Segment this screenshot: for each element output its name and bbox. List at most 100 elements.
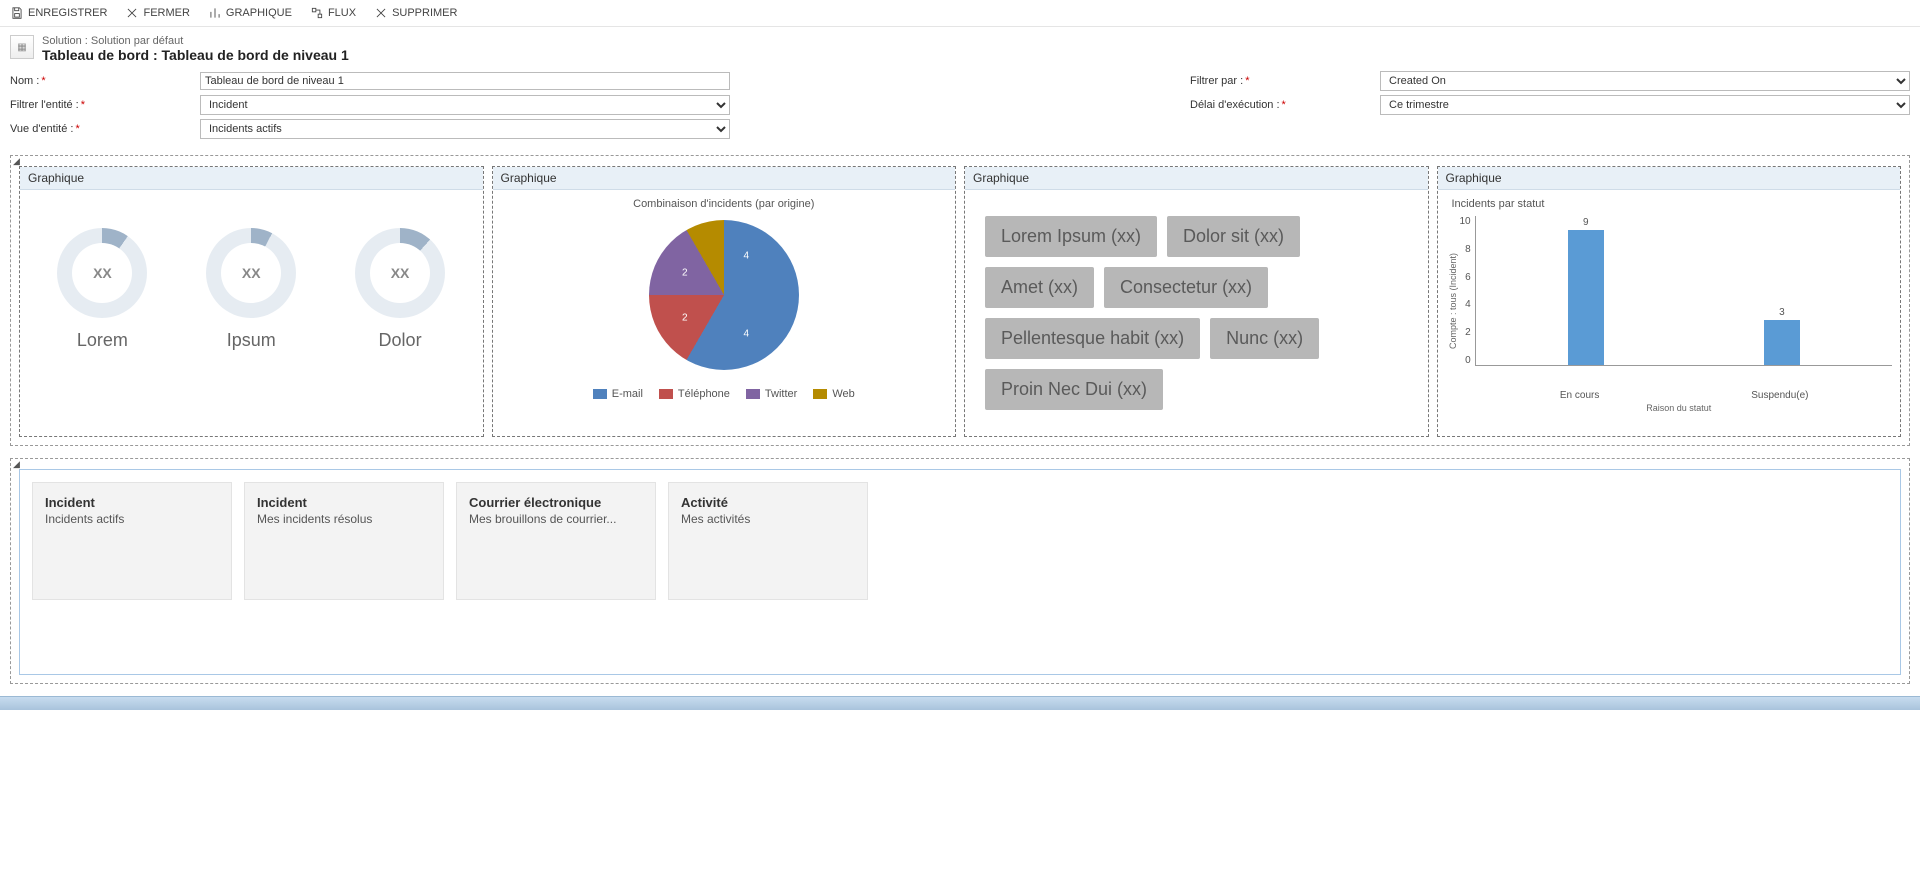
save-button[interactable]: ENREGISTRER <box>10 6 107 20</box>
legend-item: Web <box>813 388 854 400</box>
section-collapse-handle[interactable]: ◢ <box>13 459 23 469</box>
bar-rect <box>1568 230 1604 365</box>
flow-icon <box>310 6 324 20</box>
y-tick: 0 <box>1460 355 1471 366</box>
legend-swatch <box>813 389 827 399</box>
filter-entity-label: Filtrer l'entité :* <box>10 99 190 111</box>
legend-swatch <box>746 389 760 399</box>
stream-card[interactable]: Activité Mes activités <box>668 482 868 600</box>
pie-slice-label: 4 <box>743 328 749 339</box>
panel-title: Graphique <box>965 167 1428 190</box>
legend-swatch <box>593 389 607 399</box>
card-subtitle: Mes activités <box>681 512 855 526</box>
flow-label: FLUX <box>328 7 356 19</box>
entity-view-select[interactable]: Incidents actifs <box>200 119 730 139</box>
bar-title: Incidents par statut <box>1446 198 1893 210</box>
name-input[interactable] <box>200 72 730 90</box>
pie-legend: E-mailTéléphoneTwitterWeb <box>593 388 855 400</box>
filter-entity-select[interactable]: Incident <box>200 95 730 115</box>
card-title: Courrier électronique <box>469 495 643 510</box>
y-tick: 8 <box>1460 244 1471 255</box>
panel-title: Graphique <box>493 167 956 190</box>
panel-bar[interactable]: Graphique Incidents par statut Compte : … <box>1437 166 1902 437</box>
bar-x-title: Raison du statut <box>1446 403 1893 413</box>
tag-item[interactable]: Proin Nec Dui (xx) <box>985 369 1163 410</box>
form-grid: Nom :* Filtrer par :* Created On Filtrer… <box>0 67 1920 151</box>
chart-button[interactable]: GRAPHIQUE <box>208 6 292 20</box>
chart-icon <box>208 6 222 20</box>
legend-item: Twitter <box>746 388 797 400</box>
card-subtitle: Mes incidents résolus <box>257 512 431 526</box>
pie-title: Combinaison d'incidents (par origine) <box>501 198 948 210</box>
donut-ring: XX <box>57 228 147 318</box>
entity-view-label: Vue d'entité :* <box>10 123 190 135</box>
card-title: Activité <box>681 495 855 510</box>
delete-button[interactable]: SUPPRIMER <box>374 6 457 20</box>
page-header: ▦ Solution : Solution par défaut Tableau… <box>0 27 1920 67</box>
tag-item[interactable]: Nunc (xx) <box>1210 318 1319 359</box>
legend-swatch <box>659 389 673 399</box>
filter-by-select[interactable]: Created On <box>1380 71 1910 91</box>
time-frame-label: Délai d'exécution :* <box>1190 99 1370 111</box>
pie-slice-label: 2 <box>682 267 688 278</box>
card-subtitle: Incidents actifs <box>45 512 219 526</box>
legend-label: Web <box>832 388 854 400</box>
donut-label: Ipsum <box>227 330 276 351</box>
chart-label: GRAPHIQUE <box>226 7 292 19</box>
legend-label: E-mail <box>612 388 643 400</box>
panel-title: Graphique <box>1438 167 1901 190</box>
bar-column: 9 <box>1561 217 1611 365</box>
y-tick: 4 <box>1460 299 1471 310</box>
donut-item: XX Dolor <box>355 228 445 351</box>
save-icon <box>10 6 24 20</box>
flow-button[interactable]: FLUX <box>310 6 356 20</box>
tag-item[interactable]: Consectetur (xx) <box>1104 267 1268 308</box>
donut-row: XXLoremXXIpsumXXDolor <box>28 228 475 351</box>
donut-item: XXLorem <box>57 228 147 351</box>
close-icon <box>125 6 139 20</box>
section-streams: ◢ Incident Incidents actifs IncidentMes in… <box>10 458 1910 684</box>
section-collapse-handle[interactable]: ◢ <box>13 156 23 166</box>
bar-y-ticks: 10 8 6 4 2 0 <box>1460 216 1475 366</box>
panel-donuts[interactable]: Graphique XXLoremXXIpsumXXDolor <box>19 166 484 437</box>
tag-item[interactable]: Dolor sit (xx) <box>1167 216 1300 257</box>
bar-categories: En coursSuspendu(e) <box>1446 386 1893 401</box>
page-title: Tableau de bord : Tableau de bord de niv… <box>42 47 349 63</box>
legend-item: E-mail <box>593 388 643 400</box>
bar-rect <box>1764 320 1800 365</box>
donut-value: XX <box>242 265 261 281</box>
tag-item[interactable]: Pellentesque habit (xx) <box>985 318 1200 359</box>
close-button[interactable]: FERMER <box>125 6 189 20</box>
stream-card[interactable]: Incident Incidents actifs <box>32 482 232 600</box>
section-visuals: ◢ Graphique XXLoremXXIpsumXXDolor Graphi… <box>10 155 1910 446</box>
donut-value: XX <box>93 265 112 281</box>
bar-category: En cours <box>1540 390 1620 401</box>
card-subtitle: Mes brouillons de courrier... <box>469 512 643 526</box>
name-label: Nom :* <box>10 75 190 87</box>
card-title: Incident <box>45 495 219 510</box>
bar-y-title: Compte : tous (Incident) <box>1446 216 1460 386</box>
panel-title: Graphique <box>20 167 483 190</box>
donut-ring: XX <box>355 228 445 318</box>
footer-bar <box>0 696 1920 710</box>
tags-wrap: Lorem Ipsum (xx)Dolor sit (xx) Amet (xx)C… <box>973 198 1420 428</box>
save-label: ENREGISTRER <box>28 7 107 19</box>
stream-card[interactable]: IncidentMes incidents résolus <box>244 482 444 600</box>
bar-value: 3 <box>1779 307 1785 318</box>
donut-label: Dolor <box>379 330 422 351</box>
time-frame-select[interactable]: Ce trimestre <box>1380 95 1910 115</box>
toolbar: ENREGISTRER FERMER GRAPHIQUE FLUX SUPPRI… <box>0 0 1920 27</box>
panel-tags[interactable]: Graphique Lorem Ipsum (xx)Dolor sit (xx)… <box>964 166 1429 437</box>
solution-line: Solution : Solution par défaut <box>42 35 349 47</box>
tag-item[interactable]: Amet (xx) <box>985 267 1094 308</box>
pie-chart: 4224 <box>649 220 799 370</box>
y-tick: 2 <box>1460 327 1471 338</box>
cards-row: Incident Incidents actifs IncidentMes inci… <box>19 469 1901 675</box>
tag-item[interactable]: Lorem Ipsum (xx) <box>985 216 1157 257</box>
donut-value: XX <box>391 265 410 281</box>
y-tick: 10 <box>1460 216 1471 227</box>
y-tick: 6 <box>1460 272 1471 283</box>
legend-label: Twitter <box>765 388 797 400</box>
stream-card[interactable]: Courrier électronique Mes brouillons de c… <box>456 482 656 600</box>
panel-pie[interactable]: Graphique Combinaison d'incidents (par o… <box>492 166 957 437</box>
